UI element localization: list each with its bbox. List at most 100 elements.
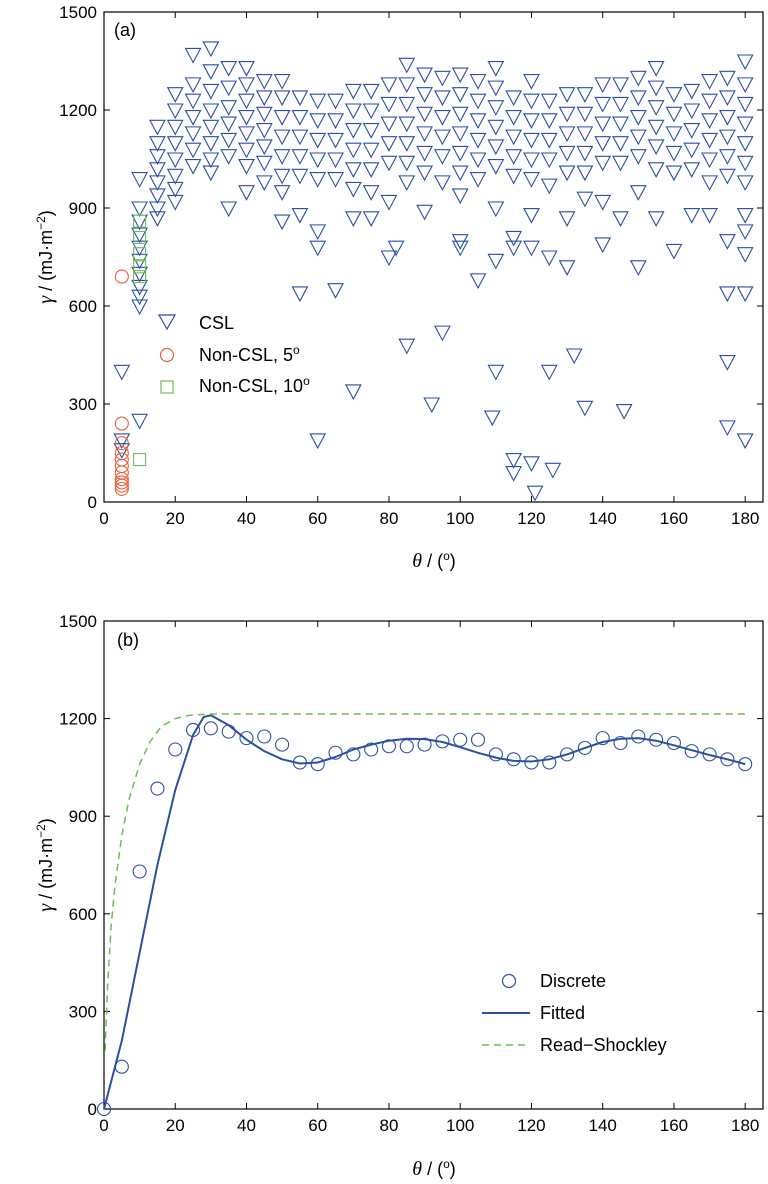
csl-point xyxy=(701,132,718,149)
csl-point xyxy=(273,129,291,146)
csl-point xyxy=(149,136,166,152)
csl-point xyxy=(327,152,344,169)
csl-point xyxy=(505,90,523,107)
csl-point xyxy=(558,211,576,227)
csl-point xyxy=(131,279,149,296)
csl-point xyxy=(469,93,487,110)
csl-point xyxy=(523,207,540,224)
csl-point xyxy=(594,136,612,152)
legend-label-csl: CSL xyxy=(199,313,234,333)
csl-point xyxy=(736,247,754,263)
csl-point xyxy=(149,201,166,218)
discrete-point xyxy=(239,731,254,746)
csl-point xyxy=(487,158,505,175)
csl-point xyxy=(718,286,736,303)
y-tick-label: 0 xyxy=(88,1100,97,1119)
csl-point xyxy=(398,77,416,94)
csl-point xyxy=(540,152,558,169)
csl-point xyxy=(309,113,327,129)
y-axis-label-a: γ / (mJ·m−2) xyxy=(34,210,57,304)
csl-point xyxy=(612,136,629,152)
discrete-point xyxy=(613,735,628,751)
csl-point xyxy=(718,90,736,107)
csl-point xyxy=(220,60,238,77)
csl-point xyxy=(665,87,683,103)
csl-point xyxy=(487,201,505,218)
csl-point xyxy=(433,70,451,87)
csl-point xyxy=(184,126,202,143)
read-shockley-line xyxy=(104,713,746,1051)
csl-point xyxy=(380,194,398,211)
csl-point xyxy=(344,142,362,159)
csl-point xyxy=(202,41,220,58)
csl-point xyxy=(344,384,362,401)
csl-point xyxy=(398,136,416,152)
csl-point xyxy=(380,77,398,94)
csl-point xyxy=(184,158,202,175)
csl-point xyxy=(576,126,594,143)
discrete-point xyxy=(150,781,165,796)
csl-point xyxy=(451,126,469,143)
theta-symbol: θ xyxy=(412,1158,422,1180)
csl-point xyxy=(683,142,701,159)
y-axis-label-text: / (mJ·m xyxy=(36,838,56,904)
x-axis-label-a: θ / (o) xyxy=(412,549,456,572)
csl-point xyxy=(273,214,291,231)
csl-point xyxy=(487,60,505,77)
noncsl-10-point xyxy=(133,452,147,467)
csl-point xyxy=(202,83,220,100)
csl-point xyxy=(629,129,647,146)
csl-point xyxy=(166,152,184,169)
csl-point xyxy=(469,132,487,149)
csl-point xyxy=(291,149,309,165)
panel-b: 0 20 40 60 80 100 120 140 160 180 0 300 600 900 1200 15… xyxy=(34,612,764,1180)
axis-ticks-b: 0 20 40 60 80 100 120 140 160 180 0 300 600 900 1200 15… xyxy=(59,612,763,1135)
csl-point xyxy=(416,145,434,162)
x-tick-label: 140 xyxy=(589,1116,617,1135)
csl-point xyxy=(344,123,362,139)
csl-point xyxy=(309,172,327,188)
csl-point xyxy=(255,106,273,123)
x-axis-label-sup: o xyxy=(443,1157,450,1171)
discrete-point xyxy=(132,864,147,879)
csl-point xyxy=(362,211,380,227)
csl-point xyxy=(238,109,255,126)
x-tick-label: 120 xyxy=(517,1116,545,1135)
csl-point xyxy=(291,168,309,185)
legend-b: Discrete Fitted Read−Shockley xyxy=(482,971,667,1055)
x-axis-label-text: / ( xyxy=(422,551,443,571)
csl-point xyxy=(416,106,434,123)
csl-point xyxy=(629,260,647,276)
csl-point xyxy=(647,211,665,227)
csl-point xyxy=(166,103,184,120)
y-tick-label: 1500 xyxy=(59,612,97,631)
y-axis-label-close: ) xyxy=(36,210,56,216)
csl-point xyxy=(131,172,149,188)
noncsl-5-point xyxy=(114,475,129,490)
csl-point xyxy=(220,132,238,149)
csl-point xyxy=(612,77,629,94)
csl-point xyxy=(220,116,238,133)
csl-point xyxy=(131,201,149,218)
plot-frame-a xyxy=(103,11,764,503)
csl-point xyxy=(683,83,701,100)
csl-point xyxy=(433,109,451,126)
csl-point xyxy=(505,129,523,146)
csl-point xyxy=(523,74,540,90)
csl-point xyxy=(594,155,612,172)
csl-point xyxy=(166,136,184,152)
csl-point xyxy=(166,181,184,198)
csl-point xyxy=(540,364,558,381)
discrete-point xyxy=(702,747,717,762)
csl-point xyxy=(398,116,416,133)
csl-point xyxy=(487,80,505,97)
noncsl-10-point xyxy=(133,247,147,261)
plot-marks-b xyxy=(96,713,753,1117)
x-tick-label: 180 xyxy=(731,1116,759,1135)
csl-point xyxy=(362,103,380,120)
csl-point xyxy=(736,175,754,192)
csl-point xyxy=(505,466,523,482)
csl-point xyxy=(380,96,398,113)
discrete-point xyxy=(96,1101,112,1117)
csl-point xyxy=(344,181,362,198)
